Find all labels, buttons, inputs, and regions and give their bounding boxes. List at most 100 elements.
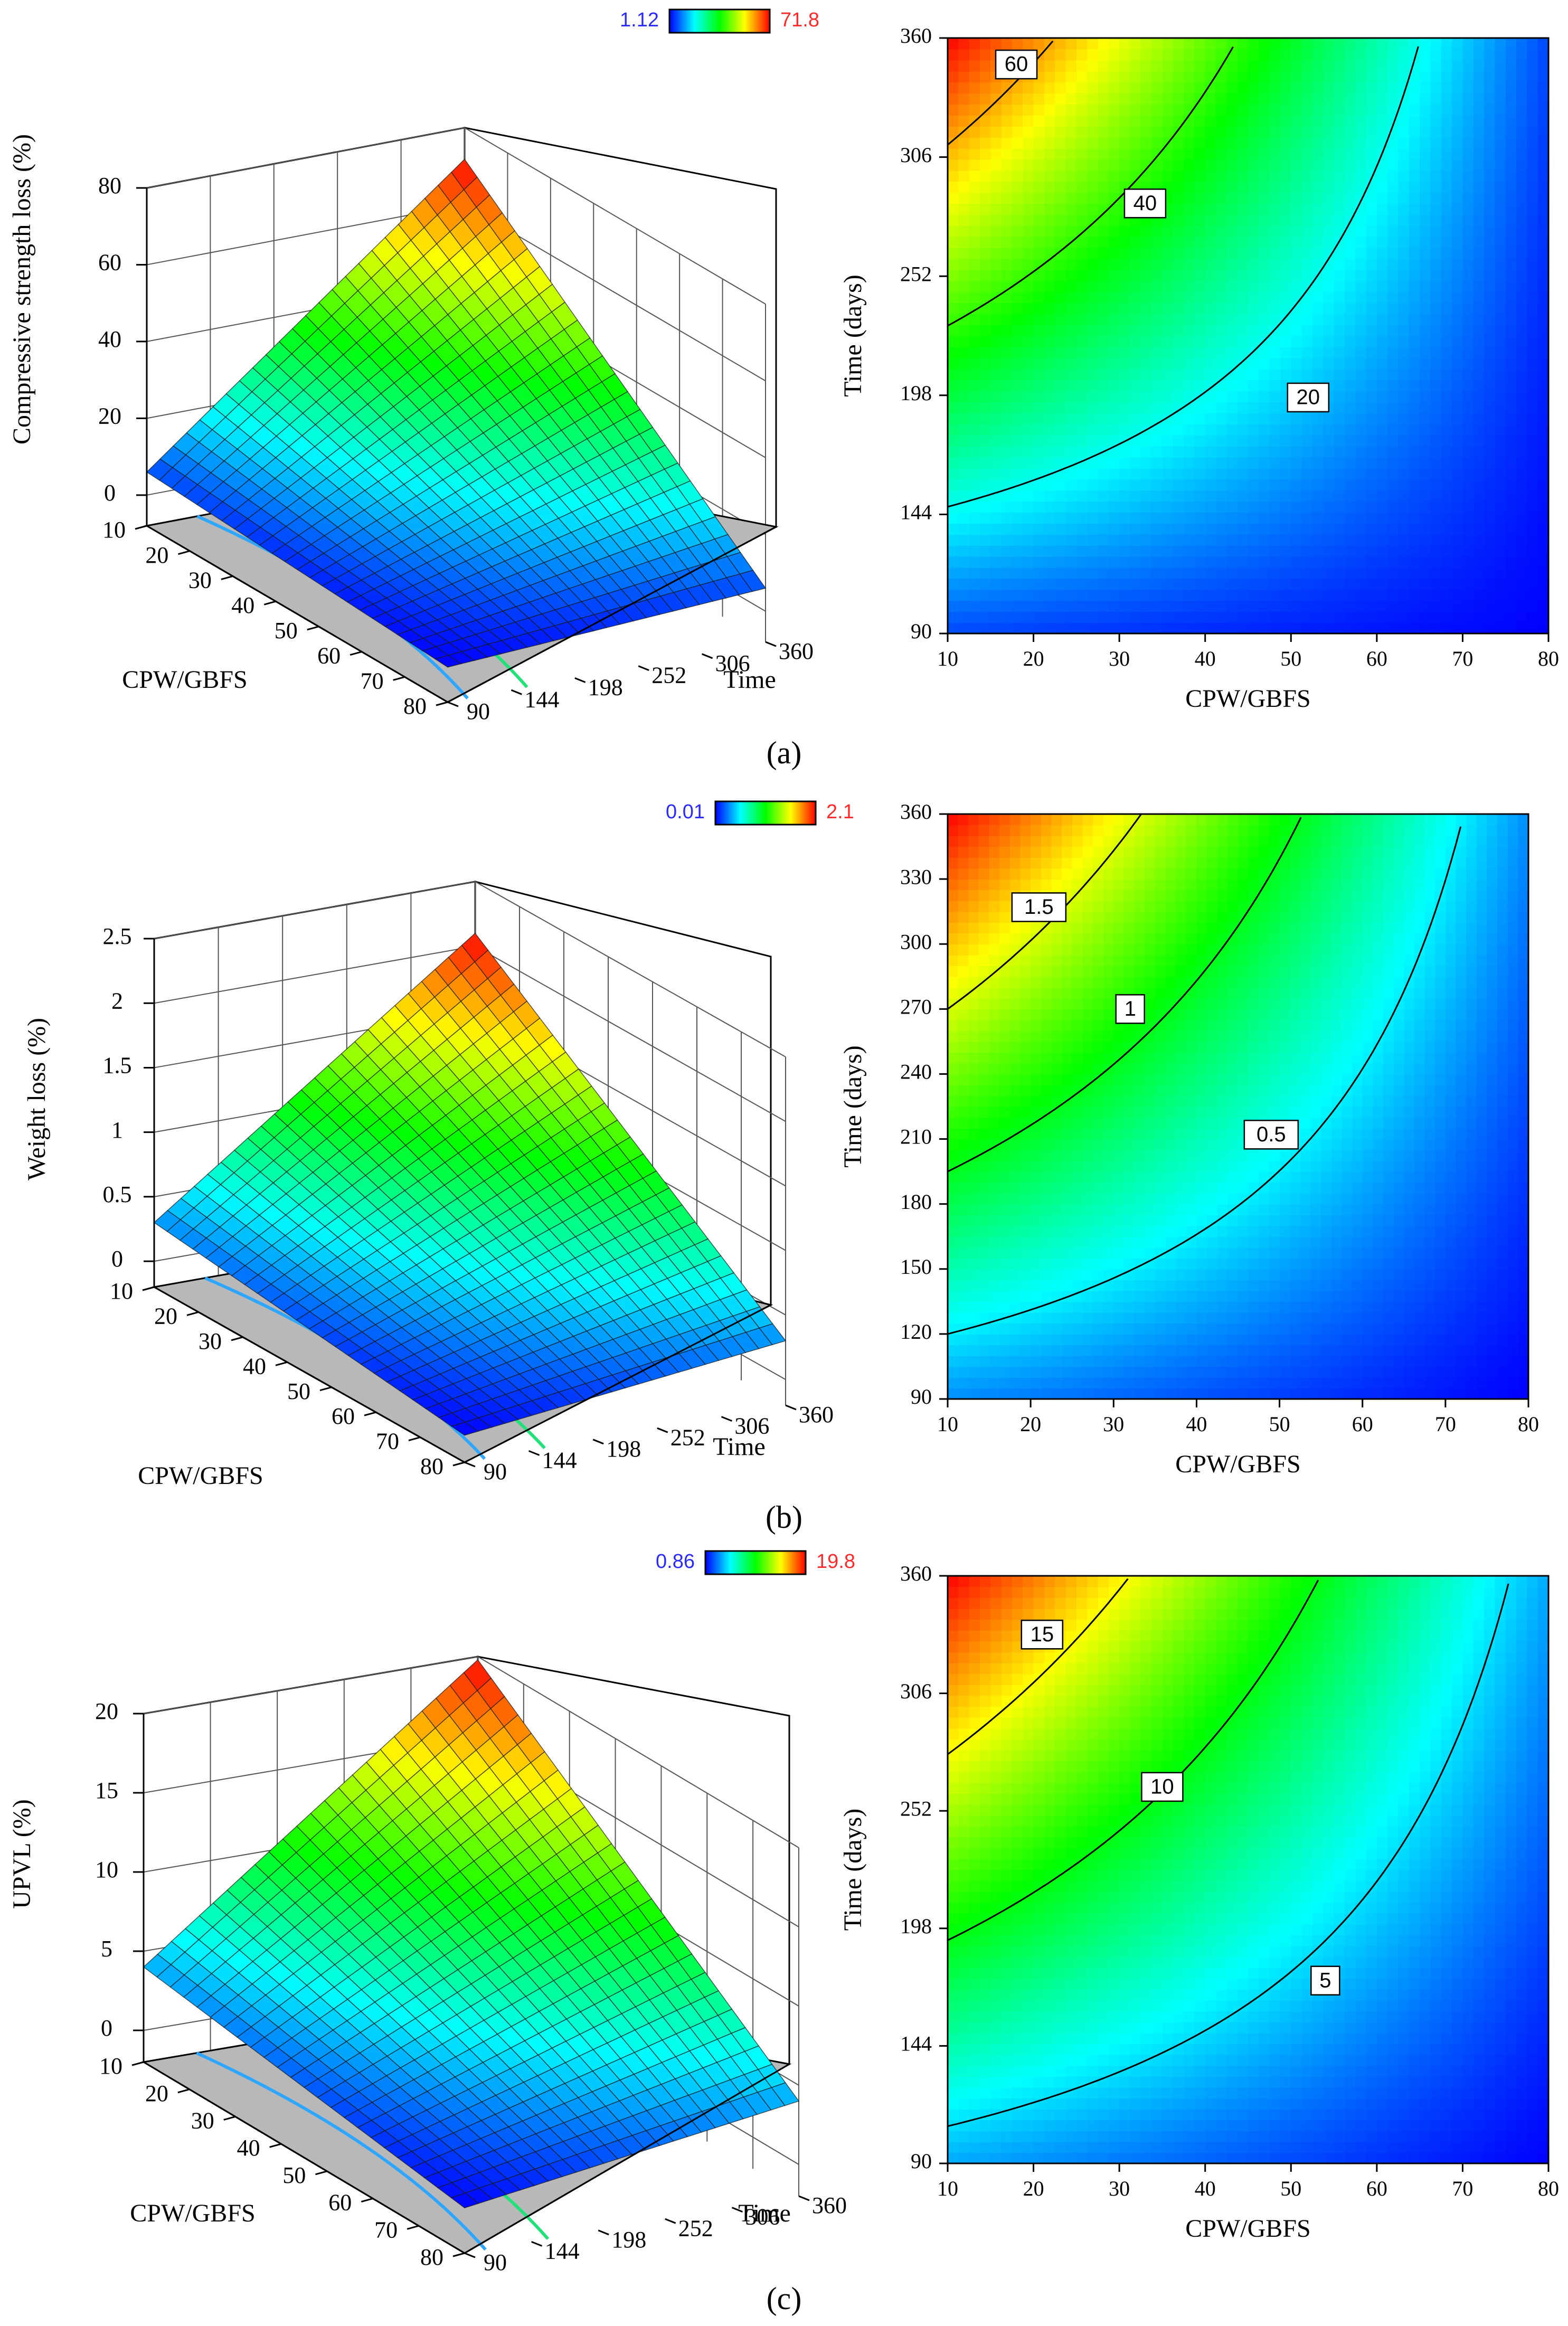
heat-cell [989, 1291, 1000, 1302]
heat-cell [1473, 314, 1485, 325]
heat-cell [948, 159, 959, 171]
heat-cell [1031, 1042, 1041, 1053]
heat-cell [1506, 302, 1517, 314]
heat-cell [1226, 214, 1238, 226]
heat-cell [1002, 545, 1013, 557]
heat-cell [1248, 159, 1259, 171]
heat-cell [1216, 281, 1227, 292]
heat-cell [990, 479, 1002, 491]
heat-cell [1021, 1085, 1031, 1096]
heat-cell [1366, 38, 1377, 50]
heat-cell [958, 115, 969, 127]
heat-cell [1259, 358, 1270, 370]
heat-cell [1527, 622, 1538, 634]
heat-cell [1430, 402, 1441, 413]
heat-cell [1355, 402, 1366, 413]
heat-cell [1399, 336, 1410, 347]
heat-cell [1302, 579, 1313, 590]
heat-cell [1399, 446, 1410, 458]
heat-cell [1109, 281, 1120, 292]
heat-cell [948, 93, 959, 105]
heat-cell [1334, 622, 1345, 634]
heat-cell [1516, 358, 1527, 370]
heat-cell [1205, 126, 1216, 138]
heat-cell [1302, 589, 1313, 601]
heat-cell [1302, 314, 1313, 325]
heat-cell [1051, 933, 1062, 944]
heat-cell [1473, 391, 1485, 402]
heat-cell [1259, 237, 1270, 248]
heat-cell [1098, 501, 1109, 513]
heat-cell [1044, 49, 1055, 61]
heat-cell [1162, 225, 1173, 237]
heat-cell [1345, 611, 1356, 623]
heat-cell [1516, 600, 1527, 612]
heat-cell [969, 281, 980, 292]
heat-cell [1355, 248, 1366, 259]
heat-cell [1238, 568, 1249, 579]
heat-cell [1055, 115, 1066, 127]
y-tick-label: 360 [900, 24, 932, 48]
heat-cell [1119, 115, 1130, 127]
heat-cell [980, 82, 991, 94]
heat-cell [948, 857, 958, 868]
heat-cell [1248, 314, 1259, 325]
heat-cell [1041, 933, 1052, 944]
heat-cell [1484, 49, 1495, 61]
heat-cell [979, 944, 989, 955]
heat-cell [1002, 435, 1013, 447]
heat-cell [968, 868, 979, 880]
heat-cell [1270, 512, 1281, 524]
heat-cell [1031, 1356, 1041, 1367]
heat-cell [989, 1269, 1000, 1280]
heat-cell [1473, 336, 1485, 347]
heat-cell [1345, 302, 1356, 314]
heat-cell [990, 302, 1002, 314]
heat-cell [1034, 314, 1045, 325]
heat-cell [948, 1334, 958, 1345]
heat-cell [1226, 556, 1238, 568]
heat-cell [1034, 501, 1045, 513]
heat-cell [1302, 192, 1313, 204]
heat-cell [958, 1009, 969, 1020]
heat-cell [1538, 182, 1549, 193]
heat-cell [1441, 402, 1452, 413]
heat-cell [1041, 836, 1052, 847]
heat-cell [1462, 358, 1473, 370]
heat-cell [1205, 159, 1216, 171]
heat-cell [980, 622, 991, 634]
heat-cell [1216, 501, 1227, 513]
heat-cell [948, 512, 959, 524]
heat-cell [1051, 1150, 1062, 1161]
heat-cell [990, 622, 1002, 634]
heat-cell [1162, 435, 1173, 447]
heat-cell [1420, 104, 1431, 116]
heat-cell [1141, 402, 1152, 413]
heat-cell [958, 1193, 969, 1204]
heat-cell [1516, 523, 1527, 535]
heat-cell [1173, 512, 1184, 524]
heat-cell [1076, 82, 1088, 94]
heat-cell [1270, 93, 1281, 105]
heat-cell [1098, 60, 1109, 72]
heat-cell [1021, 1063, 1031, 1074]
heat-cell [1087, 435, 1098, 447]
heat-cell [958, 1366, 969, 1377]
heat-cell [1194, 556, 1205, 568]
heat-cell [1473, 259, 1485, 270]
heat-cell [1259, 523, 1270, 535]
heat-cell [1527, 501, 1538, 513]
heat-cell [1473, 479, 1485, 491]
heat-cell [1205, 259, 1216, 270]
heat-cell [1495, 82, 1506, 94]
heat-cell [1034, 104, 1045, 116]
heat-cell [1173, 192, 1184, 204]
heat-cell [968, 1226, 979, 1237]
heat-cell [1194, 402, 1205, 413]
heat-cell [1345, 159, 1356, 171]
heat-cell [1162, 589, 1173, 601]
heat-cell [1021, 847, 1031, 858]
heat-cell [1051, 1334, 1062, 1345]
heat-cell [1495, 579, 1506, 590]
